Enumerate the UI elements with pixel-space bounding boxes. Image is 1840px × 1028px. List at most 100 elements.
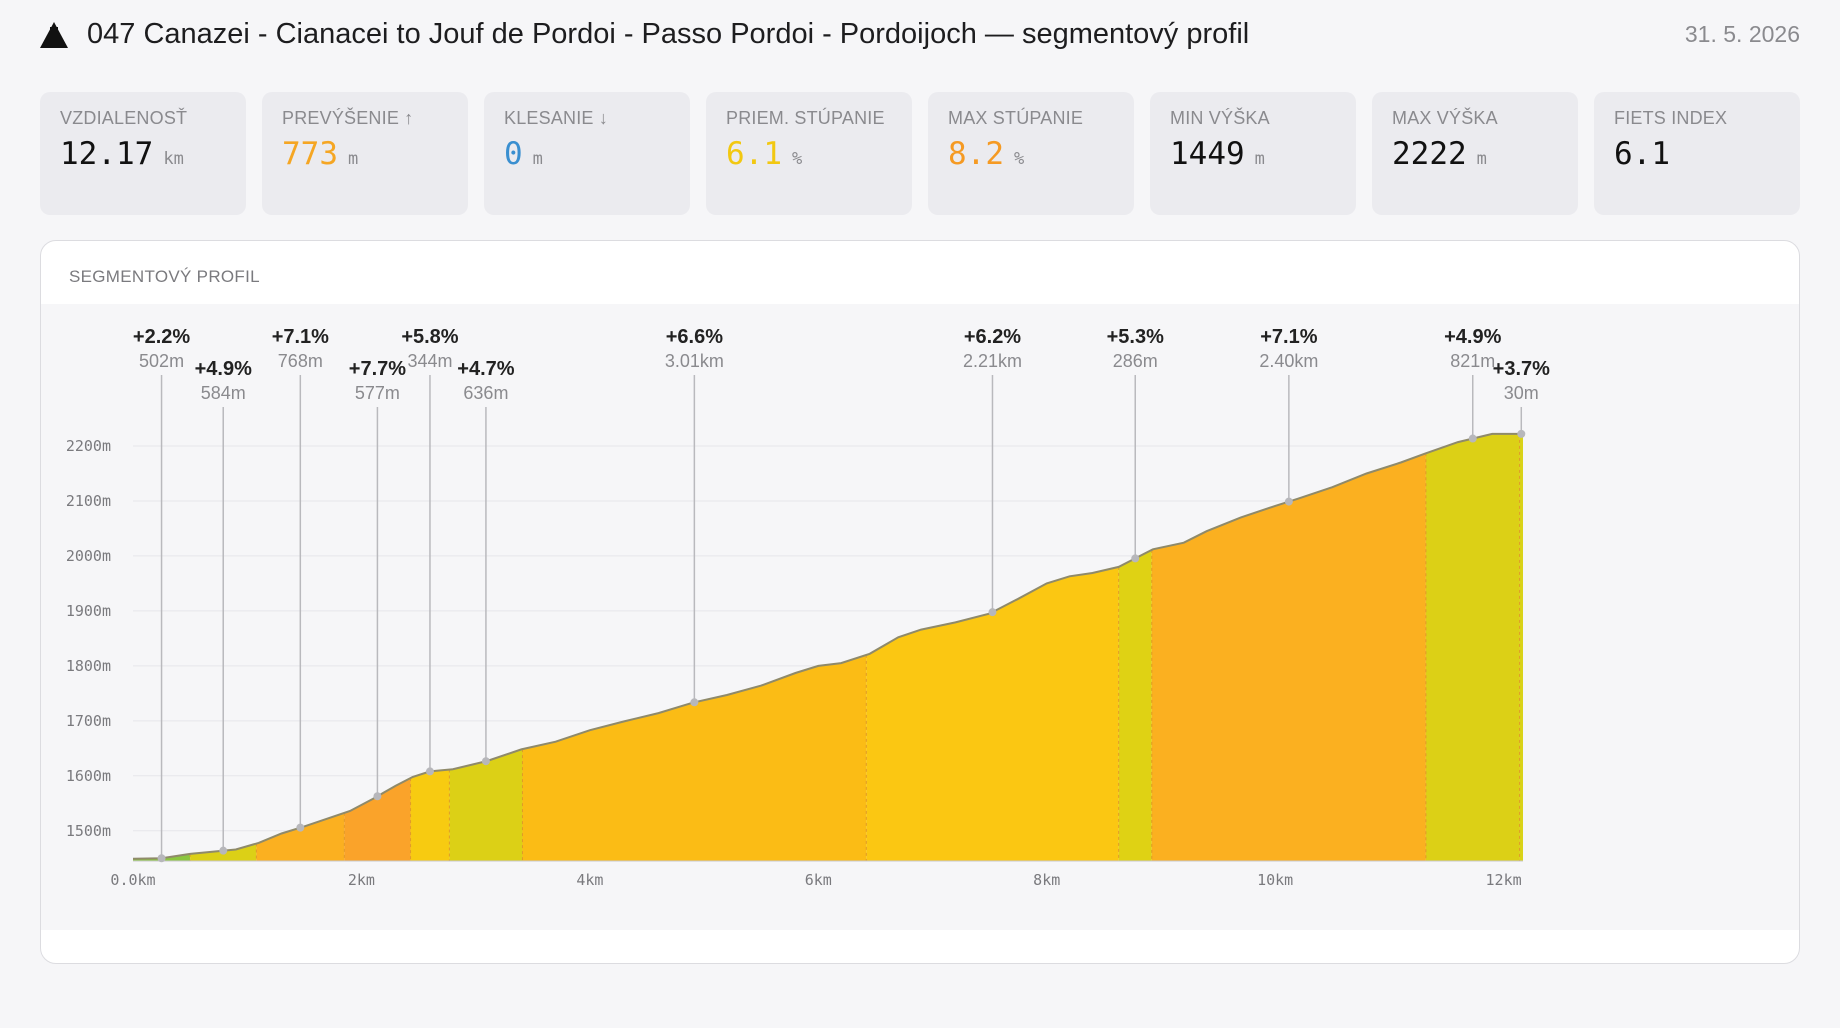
- stat-unit: m: [1254, 149, 1265, 169]
- page-header: 047 Canazei - Cianacei to Jouf de Pordoi…: [40, 14, 1800, 54]
- profile-line: [132, 432, 1523, 860]
- stat-label: KLESANIE ↓: [504, 108, 609, 128]
- stat-label: MIN VÝŠKA: [1170, 108, 1270, 128]
- segment-grade-label: +7.1%: [272, 326, 329, 348]
- stat-unit: m: [532, 149, 543, 169]
- stat-number: 8.2: [948, 136, 1004, 172]
- segment-marker-dot: [1517, 429, 1526, 438]
- segment-grade-label: +7.1%: [1260, 326, 1317, 348]
- stat-unit: m: [348, 149, 359, 169]
- stat-number: 1449: [1170, 136, 1245, 172]
- stat-card: MAX VÝŠKA 2222 m: [1372, 92, 1578, 215]
- segment-marker-dot: [1284, 497, 1293, 506]
- segment-marker-dot: [1468, 434, 1477, 443]
- stat-card: PRIEM. STÚPANIE 6.1%: [706, 92, 912, 215]
- x-tick-label: 12km: [1486, 871, 1522, 889]
- segment-area: [1425, 433, 1520, 861]
- segment-length-label: 502m: [139, 351, 184, 371]
- segment-area: [1519, 433, 1523, 861]
- segment-marker-dot: [988, 608, 997, 617]
- segment-area: [522, 654, 867, 861]
- stat-unit: km: [163, 149, 184, 169]
- stat-value: 6.1: [1614, 136, 1670, 172]
- segment-grade-label: +3.7%: [1493, 358, 1550, 380]
- x-tick-label: 10km: [1257, 871, 1293, 889]
- segment-length-label: 584m: [201, 383, 246, 403]
- y-tick-label: 1500m: [66, 822, 111, 840]
- segment-grade-label: +5.3%: [1107, 326, 1164, 348]
- segment-length-label: 2.40km: [1259, 351, 1318, 371]
- y-tick-label: 2100m: [66, 492, 111, 510]
- stat-value: 2222 m: [1392, 136, 1487, 172]
- page-title: 047 Canazei - Cianacei to Jouf de Pordoi…: [87, 18, 1250, 50]
- segment-marker-dot: [157, 854, 166, 863]
- stat-card: VZDIALENOSŤ 12.17 km: [40, 92, 246, 215]
- segment-grade-label: +7.7%: [349, 358, 406, 380]
- stat-unit: m: [1476, 149, 1487, 169]
- stat-label: MAX VÝŠKA: [1392, 108, 1498, 128]
- stat-label: VZDIALENOSŤ: [60, 108, 188, 128]
- stat-value: 6.1%: [726, 136, 802, 172]
- segment-grade-label: +4.9%: [1444, 326, 1501, 348]
- segment-marker-dot: [690, 698, 699, 707]
- x-tick-label: 6km: [805, 871, 832, 889]
- stat-number: 773: [282, 136, 338, 172]
- stat-value: 12.17 km: [60, 136, 184, 172]
- panel-title: SEGMENTOVÝ PROFIL: [69, 267, 260, 286]
- stat-number: 2222: [1392, 136, 1467, 172]
- stat-card: KLESANIE ↓ 0 m: [484, 92, 690, 215]
- stat-label: PRIEM. STÚPANIE: [726, 108, 885, 128]
- segment-length-label: 821m: [1450, 351, 1495, 371]
- stat-value: 1449 m: [1170, 136, 1265, 172]
- stat-number: 6.1: [1614, 136, 1670, 172]
- segment-length-label: 577m: [355, 383, 400, 403]
- segment-area: [410, 769, 450, 861]
- x-tick-label: 2km: [348, 871, 375, 889]
- segment-length-label: 3.01km: [665, 351, 724, 371]
- segment-length-label: 2.21km: [963, 351, 1022, 371]
- segment-grade-label: +6.2%: [964, 326, 1021, 348]
- y-tick-label: 1700m: [66, 712, 111, 730]
- x-tick-label: 0.0km: [110, 871, 155, 889]
- segment-area: [1118, 549, 1152, 861]
- segment-area: [866, 566, 1119, 861]
- segment-area: [256, 812, 345, 861]
- stat-card: FIETS INDEX 6.1: [1594, 92, 1800, 215]
- segment-profile-panel: SEGMENTOVÝ PROFIL 1500m 1600m 1700m 1800m 19…: [40, 240, 1800, 964]
- segment-grade-label: +4.7%: [457, 358, 514, 380]
- stats-row: VZDIALENOSŤ 12.17 km PREVÝŠENIE ↑ 773 m KLESAN…: [40, 92, 1800, 215]
- segment-marker-dot: [219, 846, 228, 855]
- y-tick-label: 1600m: [66, 767, 111, 785]
- stat-label: PREVÝŠENIE ↑: [282, 108, 414, 128]
- x-tick-label: 8km: [1033, 871, 1060, 889]
- stat-card: MIN VÝŠKA 1449 m: [1150, 92, 1356, 215]
- x-tick-label: 4km: [576, 871, 603, 889]
- stat-value: 773 m: [282, 136, 358, 172]
- segment-grade-label: +2.2%: [133, 326, 190, 348]
- segment-marker-dot: [425, 767, 434, 776]
- stat-card: PREVÝŠENIE ↑ 773 m: [262, 92, 468, 215]
- segment-grade-label: +6.6%: [666, 326, 723, 348]
- segment-length-label: 286m: [1113, 351, 1158, 371]
- stat-label: MAX STÚPANIE: [948, 108, 1084, 128]
- y-tick-label: 1800m: [66, 657, 111, 675]
- elevation-profile-chart: 1500m 1600m 1700m 1800m 1900m 2000m 2100m 2200m…: [66, 326, 1550, 889]
- stat-number: 0: [504, 136, 523, 172]
- segment-length-label: 30m: [1504, 383, 1539, 403]
- segment-marker-dot: [1131, 554, 1140, 563]
- segment-grade-label: +5.8%: [401, 326, 458, 348]
- stat-value: 8.2%: [948, 136, 1024, 172]
- stat-card: MAX STÚPANIE 8.2%: [928, 92, 1134, 215]
- y-tick-label: 2000m: [66, 547, 111, 565]
- report-date: 31. 5. 2026: [1684, 21, 1800, 47]
- stat-number: 6.1: [726, 136, 782, 172]
- chart-area: 1500m 1600m 1700m 1800m 1900m 2000m 2100m 2200m…: [41, 304, 1799, 930]
- segment-grade-label: +4.9%: [195, 358, 252, 380]
- y-tick-label: 2200m: [66, 437, 111, 455]
- segment-length-label: 636m: [463, 383, 508, 403]
- segment-area: [449, 749, 523, 861]
- segment-marker-dot: [296, 823, 305, 832]
- segment-length-label: 768m: [278, 351, 323, 371]
- stat-unit: %: [1014, 149, 1025, 169]
